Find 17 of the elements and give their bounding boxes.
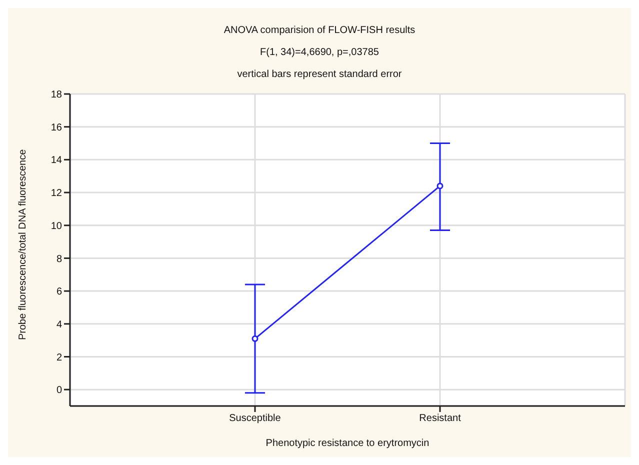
y-tick-label: 0 bbox=[56, 385, 62, 396]
y-tick-label: 14 bbox=[50, 155, 62, 166]
y-tick-label: 18 bbox=[50, 90, 62, 101]
y-tick-label: 12 bbox=[50, 188, 62, 200]
text: vertical bars represent standard error bbox=[236, 68, 403, 82]
x-tick-label: Resistant bbox=[419, 413, 462, 424]
y-tick-label: 10 bbox=[50, 220, 62, 232]
y-tick-label: 2 bbox=[56, 352, 62, 364]
y-axis-title: Probe fluorescence/total DNA fluorescence bbox=[18, 148, 29, 340]
x-tick-label: Susceptible bbox=[229, 413, 282, 424]
chart-subtitle: F(1, 34)=4,6690, p=,03785 bbox=[259, 46, 380, 60]
y-tick-label: 16 bbox=[50, 122, 62, 134]
y-tick-label: 8 bbox=[56, 254, 62, 265]
chart-title: ANOVA comparision of FLOW-FISH results bbox=[222, 24, 416, 38]
x-axis-title: Phenotypic resistance to erytromycin bbox=[266, 438, 430, 449]
y-tick-label: 6 bbox=[56, 286, 62, 298]
y-tick-label: 4 bbox=[56, 319, 62, 330]
